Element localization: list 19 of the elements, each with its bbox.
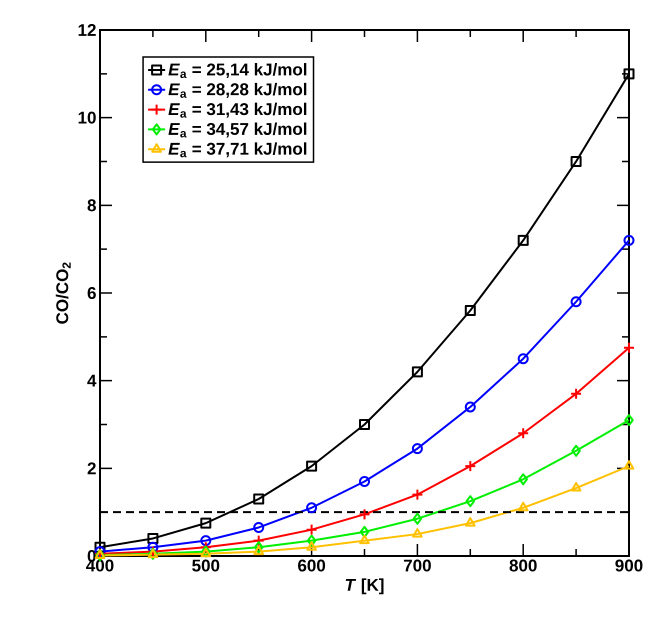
legend-label: E$_{a}$ = 34,57 kJ/mol xyxy=(168,122,306,138)
y-tick-label: 2 xyxy=(88,462,96,474)
legend-label: E$_{a}$ = 37,71 kJ/mol xyxy=(168,142,306,158)
x-tick-label: 700 xyxy=(404,560,431,572)
y-tick-label: 8 xyxy=(88,199,96,212)
legend-label: E$_{a}$ = 25,14 kJ/mol xyxy=(168,63,306,78)
x-tick-label: 500 xyxy=(192,560,220,572)
x-tick-label: 900 xyxy=(615,560,642,572)
x-axis-title: T [K] xyxy=(346,578,384,594)
legend-label: E$_{a}$ = 31,43 kJ/mol xyxy=(168,102,306,118)
y-tick-label: 4 xyxy=(87,374,96,386)
legend-label: E$_{a}$ = 28,28 kJ/mol xyxy=(168,82,306,98)
y-axis-title: CO/CO$_{2}$ xyxy=(56,262,71,324)
x-tick-label: 400 xyxy=(86,560,114,572)
x-tick-label: 800 xyxy=(510,560,537,572)
y-tick-label: 12 xyxy=(78,24,96,36)
y-tick-label: 10 xyxy=(78,112,96,124)
y-tick-label: 6 xyxy=(88,286,96,300)
x-tick-label: 600 xyxy=(298,560,326,572)
